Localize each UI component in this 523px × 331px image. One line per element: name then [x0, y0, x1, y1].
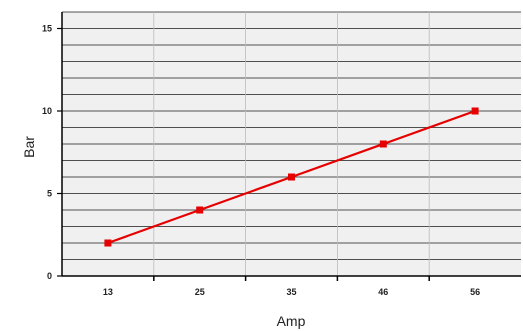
data-point — [196, 206, 204, 214]
x-axis-label: Amp — [277, 313, 306, 329]
data-point — [471, 107, 479, 115]
x-tick-label: 46 — [378, 287, 388, 297]
x-tick-label: 56 — [470, 287, 480, 297]
data-point — [288, 173, 295, 181]
x-tick-label: 25 — [195, 287, 205, 297]
x-tick-label: 13 — [103, 287, 113, 297]
y-axis-ticks: 0 5 10 15 — [42, 24, 62, 281]
y-axis-label: Bar — [21, 136, 37, 158]
series-layer — [104, 107, 479, 247]
vertical-gridlines — [153, 12, 430, 276]
x-tick-label: 35 — [286, 287, 296, 297]
data-point — [104, 239, 112, 247]
y-tick-label: 0 — [47, 271, 52, 281]
horizontal-gridlines — [62, 11, 521, 260]
data-point — [379, 140, 387, 148]
x-axis-ticks: 13 25 35 46 56 — [103, 276, 480, 297]
y-tick-label: 15 — [42, 24, 52, 34]
y-tick-label: 5 — [47, 189, 52, 199]
y-tick-label: 10 — [42, 106, 52, 116]
